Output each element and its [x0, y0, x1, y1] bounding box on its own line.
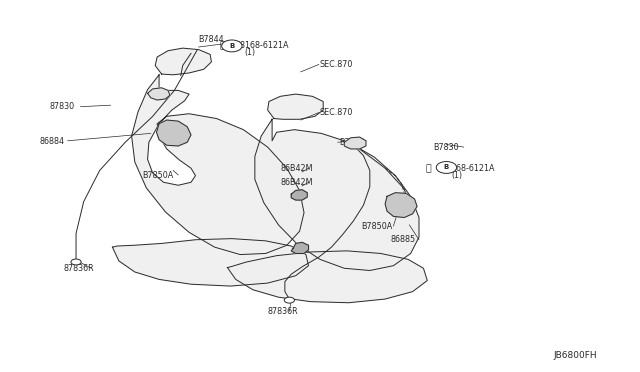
Text: 87836R: 87836R: [268, 307, 298, 316]
Text: Ⓑ: Ⓑ: [426, 164, 431, 173]
Polygon shape: [148, 88, 170, 100]
Text: 08168-6121A: 08168-6121A: [236, 41, 289, 51]
Text: B7850A: B7850A: [143, 171, 173, 180]
Text: B: B: [444, 164, 449, 170]
Text: (1): (1): [244, 48, 256, 57]
Circle shape: [221, 40, 242, 52]
Text: 86885: 86885: [390, 235, 415, 244]
Polygon shape: [268, 94, 323, 119]
Text: 08168-6121A: 08168-6121A: [442, 164, 495, 173]
Polygon shape: [132, 75, 304, 254]
Polygon shape: [344, 137, 366, 149]
Text: 86B42M: 86B42M: [280, 164, 313, 173]
Text: 87836R: 87836R: [63, 264, 94, 273]
Text: 86B42M: 86B42M: [280, 178, 313, 187]
Polygon shape: [227, 251, 428, 303]
Circle shape: [284, 297, 294, 303]
Polygon shape: [113, 238, 308, 286]
Text: B7830: B7830: [434, 142, 460, 151]
Polygon shape: [385, 193, 417, 218]
Circle shape: [71, 259, 81, 265]
Text: Ⓑ: Ⓑ: [220, 41, 225, 51]
Polygon shape: [291, 242, 308, 253]
Circle shape: [436, 161, 457, 173]
Text: SEC.870: SEC.870: [320, 108, 353, 117]
Text: B7844: B7844: [339, 138, 365, 147]
Polygon shape: [156, 48, 211, 75]
Text: B7850A: B7850A: [362, 221, 393, 231]
Text: B: B: [229, 43, 234, 49]
Polygon shape: [291, 190, 307, 200]
Polygon shape: [157, 120, 191, 146]
Text: B7844: B7844: [198, 35, 224, 44]
Text: SEC.870: SEC.870: [320, 60, 353, 69]
Text: 87830: 87830: [49, 102, 74, 111]
Polygon shape: [255, 119, 419, 270]
Text: (1): (1): [451, 171, 462, 180]
Text: 86884: 86884: [39, 137, 64, 146]
Text: JB6800FH: JB6800FH: [553, 351, 596, 360]
